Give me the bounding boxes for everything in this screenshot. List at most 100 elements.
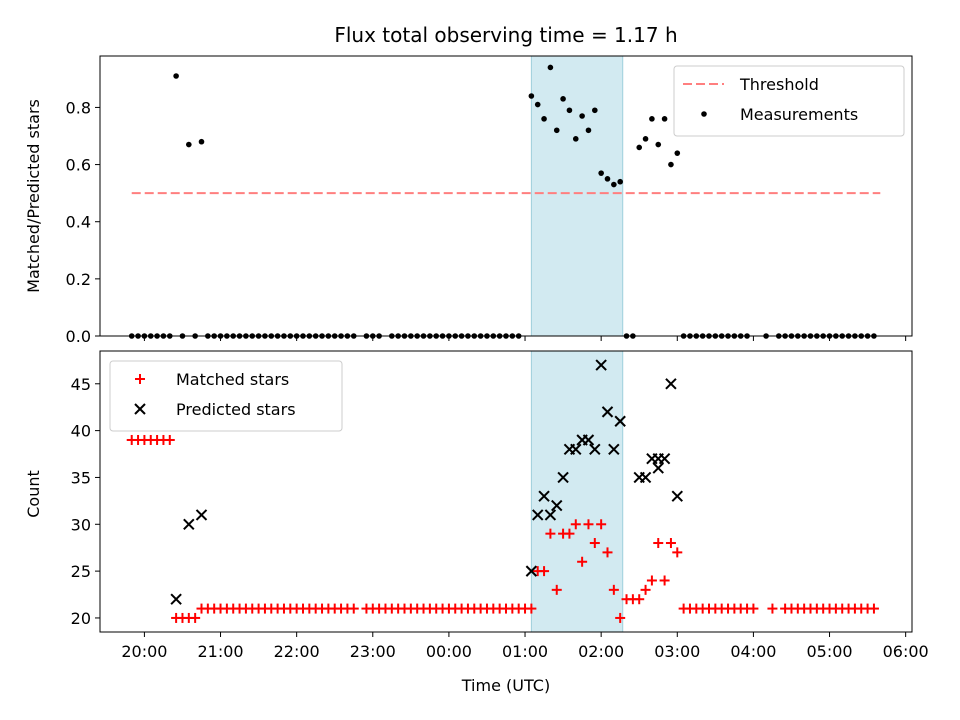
x-tick-label: 23:00	[350, 642, 396, 661]
measurement-point	[655, 141, 662, 148]
y-tick-label: 20	[71, 609, 91, 628]
predicted-star-marker-b	[589, 443, 601, 456]
x-axis-label: Time (UTC)	[461, 676, 550, 695]
predicted-star-marker-b	[671, 490, 683, 502]
measurement-point	[566, 107, 573, 114]
predicted-star-marker	[538, 490, 550, 502]
y-tick-label: 30	[71, 515, 91, 534]
predicted-star-marker-b	[582, 434, 595, 446]
measurement-point	[604, 176, 611, 182]
predicted-star-marker	[614, 415, 626, 427]
y-tick-label: 35	[71, 468, 91, 487]
matched-star-marker	[190, 612, 201, 623]
x-tick-label: 02:00	[578, 642, 624, 661]
predicted-star-marker-b	[544, 509, 557, 521]
measurement-point	[585, 127, 592, 134]
matched-star-marker	[526, 603, 537, 614]
y-tick-label: 0.2	[66, 270, 91, 289]
matched-star-marker	[672, 547, 683, 558]
matched-star-marker	[767, 603, 778, 614]
measurement-point	[674, 150, 681, 156]
legend-entry-label: Matched stars	[176, 370, 289, 389]
predicted-star-marker	[195, 509, 208, 521]
measurement-point	[592, 107, 598, 114]
matched-star-marker	[348, 603, 359, 614]
predicted-star-marker-b	[658, 453, 671, 465]
measurement-point	[636, 144, 643, 151]
matched-star-marker	[570, 519, 581, 530]
axes-frame	[99, 55, 913, 337]
y-tick-label: 45	[71, 375, 91, 394]
predicted-star-marker	[608, 443, 620, 456]
measurement-point	[579, 113, 585, 119]
matched-star-marker	[577, 556, 588, 567]
predicted-star-marker-b	[639, 471, 652, 484]
matched-star-marker	[646, 575, 657, 586]
measurement-point	[560, 96, 566, 102]
highlight-band	[530, 350, 624, 633]
measurement-point	[642, 136, 649, 142]
legend-predicted-swatch-b	[134, 403, 146, 415]
x-tick-label: 06:00	[883, 642, 929, 661]
matched-star-marker	[164, 434, 175, 445]
legend: Threshold Measurements	[673, 65, 905, 137]
bottom-y-axis-label: Count	[24, 470, 43, 518]
matched-star-marker	[748, 603, 759, 614]
measurement-point	[186, 141, 192, 148]
predicted-star-marker	[652, 462, 664, 474]
matched-star-marker	[640, 584, 651, 595]
measurement-point	[668, 161, 674, 168]
legend-entry-label: Predicted stars	[176, 400, 296, 419]
predicted-star-marker	[532, 509, 544, 521]
measurement-point	[572, 136, 579, 142]
predicted-star-marker-b	[665, 378, 677, 390]
predicted-star-marker-b	[601, 406, 614, 418]
matched-star-marker	[653, 538, 664, 549]
legend: Matched stars Predicted stars	[109, 360, 343, 432]
predicted-star-marker	[665, 378, 677, 390]
predicted-star-marker-b	[614, 415, 626, 427]
legend-box	[109, 360, 343, 432]
predicted-star-marker-b	[195, 509, 208, 521]
measurement-point	[541, 116, 547, 122]
measurement-point	[528, 93, 535, 99]
predicted-star-marker	[589, 443, 601, 456]
predicted-star-marker	[582, 434, 595, 446]
measurement-point	[198, 138, 205, 145]
matched-star-marker	[868, 603, 879, 614]
y-tick-label: 25	[71, 562, 91, 581]
x-tick-label: 20:00	[121, 642, 167, 661]
predicted-star-marker	[544, 509, 557, 521]
predicted-star-marker-b	[170, 593, 182, 605]
legend-box	[673, 65, 905, 137]
predicted-star-marker-b	[608, 443, 620, 456]
matched-star-marker	[539, 566, 550, 577]
x-tick-label: 21:00	[197, 642, 243, 661]
chart-title: Flux total observing time = 1.17 h	[334, 23, 677, 47]
predicted-star-marker-b	[183, 518, 195, 530]
measurement-point	[598, 170, 604, 176]
highlight-band	[530, 55, 624, 337]
predicted-star-marker	[601, 406, 614, 418]
y-tick-label: 0.8	[66, 98, 91, 117]
x-tick-label: 05:00	[806, 642, 852, 661]
predicted-star-marker	[525, 565, 538, 577]
y-tick-label: 0.0	[66, 327, 91, 346]
top-panel-ratio: 0.0 0.2 0.4 0.6 0.8 Threshold Measurements	[66, 55, 913, 346]
legend-measurement-swatch	[701, 111, 707, 117]
legend-entry-label: Threshold	[739, 75, 819, 94]
predicted-star-marker-b	[557, 471, 569, 484]
predicted-star-marker	[551, 499, 563, 512]
x-tick-label: 01:00	[502, 642, 548, 661]
axes-frame	[99, 350, 913, 633]
matched-star-marker	[551, 584, 562, 595]
predicted-star-marker	[671, 490, 683, 502]
x-tick-label: 04:00	[730, 642, 776, 661]
matched-star-marker	[583, 519, 594, 530]
predicted-star-marker-b	[532, 509, 544, 521]
bottom-panel-counts: 20 25 30 35 40 45 20:00 21:00 22:00 23:00 00:00 01:…	[71, 350, 929, 661]
y-tick-label: 0.4	[66, 213, 91, 232]
predicted-star-marker-b	[525, 565, 538, 577]
matched-star-marker	[545, 528, 556, 539]
